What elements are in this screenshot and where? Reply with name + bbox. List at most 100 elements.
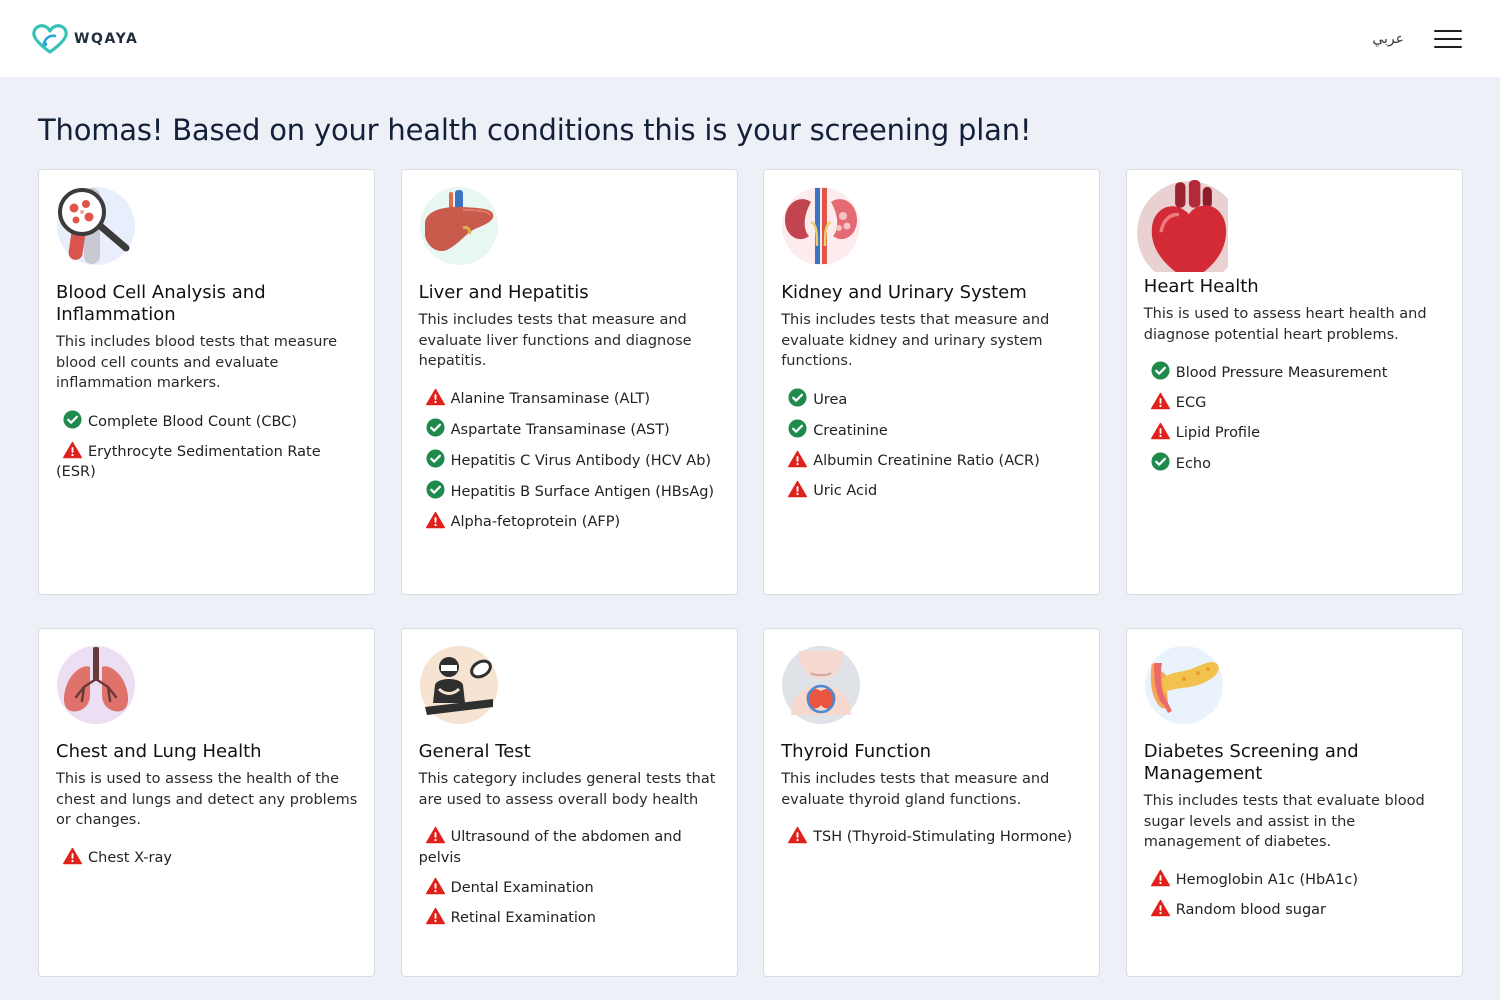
test-name: Dental Examination	[450, 879, 594, 896]
test-name: ECG	[1175, 395, 1207, 411]
warning-icon	[425, 826, 445, 844]
card-description: This is used to assess heart health and …	[1143, 306, 1427, 343]
test-item: Alanine Transaminase (ALT)	[419, 388, 721, 410]
hamburger-menu-button[interactable]	[1434, 28, 1462, 50]
card-description: This category includes general tests tha…	[418, 771, 716, 808]
heart-logo-icon	[32, 23, 68, 54]
test-name: Echo	[1175, 456, 1211, 472]
test-name: Creatinine	[813, 422, 888, 439]
test-name: TSH (Thyroid-Stimulating Hormone)	[813, 829, 1073, 845]
test-item: Creatinine	[781, 418, 1083, 442]
test-name: Hemoglobin A1c (HbA1c)	[1175, 871, 1359, 888]
category-card[interactable]: Blood Cell Analysis and Inflammation Thi…	[38, 169, 375, 595]
card-description: This includes tests that measure and eva…	[418, 312, 692, 369]
test-name: Alpha-fetoprotein (AFP)	[450, 513, 621, 530]
menu-line	[1434, 45, 1462, 48]
test-name: Hepatitis C Virus Antibody (HCV Ab)	[450, 452, 712, 469]
category-card[interactable]: Kidney and Urinary System This includes …	[763, 169, 1101, 595]
card-title: Kidney and Urinary System	[781, 282, 1027, 303]
test-name: Albumin Creatinine Ratio (ACR)	[813, 452, 1040, 469]
category-card[interactable]: Liver and Hepatitis This includes tests …	[400, 169, 738, 595]
card-description: This is used to assess the health of the…	[56, 771, 358, 828]
test-item: Erythrocyte Sedimentation Rate (ESR)	[56, 441, 358, 483]
page-heading: Thomas! Based on your health conditions …	[38, 113, 1032, 147]
menu-line	[1434, 37, 1462, 40]
test-item: Chest X-ray	[56, 847, 358, 869]
test-name: Aspartate Transaminase (AST)	[450, 421, 670, 438]
warning-icon	[425, 388, 445, 406]
test-list: Alanine Transaminase (ALT) Aspartate Tra…	[419, 388, 721, 533]
warning-icon	[63, 847, 83, 865]
category-card[interactable]: Heart Health This is used to assess hear…	[1125, 169, 1463, 595]
kidney-icon	[782, 187, 861, 265]
pancreas-icon	[1144, 646, 1223, 724]
screening-plan-grid: Blood Cell Analysis and Inflammation Thi…	[38, 169, 1463, 977]
category-card[interactable]: Diabetes Screening and Management This i…	[1125, 628, 1463, 977]
card-description: This includes tests that measure and eva…	[781, 312, 1050, 369]
test-item: Random blood sugar	[1144, 899, 1446, 921]
check-icon	[426, 479, 445, 499]
test-name: Retinal Examination	[450, 909, 596, 926]
card-title: General Test	[418, 741, 531, 762]
test-list: TSH (Thyroid-Stimulating Hormone)	[781, 826, 1083, 848]
warning-icon	[425, 877, 445, 895]
test-list: Chest X-ray	[56, 847, 358, 869]
warning-icon	[63, 441, 83, 459]
doctor-exam-icon	[419, 646, 498, 724]
card-title: Blood Cell Analysis and Inflammation	[56, 282, 266, 325]
test-item: Hemoglobin A1c (HbA1c)	[1144, 869, 1446, 891]
warning-icon	[1150, 422, 1170, 440]
test-name: Random blood sugar	[1175, 901, 1327, 918]
check-icon	[1151, 361, 1170, 380]
test-name: Erythrocyte Sedimentation Rate (ESR)	[56, 443, 321, 481]
test-item: Albumin Creatinine Ratio (ACR)	[781, 450, 1083, 472]
card-title: Thyroid Function	[781, 741, 931, 762]
test-item: Dental Examination	[419, 877, 721, 899]
category-card[interactable]: Chest and Lung Health This is used to as…	[38, 628, 375, 977]
card-title: Heart Health	[1143, 276, 1259, 297]
brand-logo[interactable]: WQAYA	[32, 23, 139, 54]
test-item: Retinal Examination	[419, 907, 721, 929]
test-list: Blood Pressure Measurement ECG Lipid Pro…	[1144, 361, 1446, 475]
brand-name: WQAYA	[74, 30, 139, 47]
card-title: Diabetes Screening and Management	[1143, 741, 1359, 784]
test-item: Ultrasound of the abdomen and pelvis	[419, 826, 721, 868]
warning-icon	[1150, 869, 1170, 887]
warning-icon	[1150, 899, 1170, 917]
test-name: Blood Pressure Measurement	[1175, 365, 1388, 381]
check-icon	[1151, 452, 1170, 471]
thyroid-icon	[782, 646, 861, 724]
test-item: Hepatitis C Virus Antibody (HCV Ab)	[419, 448, 721, 472]
test-name: Uric Acid	[813, 482, 878, 499]
test-list: Complete Blood Count (CBC) Erythrocyte S…	[56, 409, 358, 483]
test-item: Urea	[781, 387, 1083, 411]
card-description: This includes tests that evaluate blood …	[1143, 793, 1425, 850]
test-item: Complete Blood Count (CBC)	[56, 409, 358, 433]
test-list: Hemoglobin A1c (HbA1c) Random blood suga…	[1144, 869, 1446, 921]
category-card[interactable]: General Test This category includes gene…	[400, 628, 738, 977]
test-list: Urea Creatinine Albumin Creatinine Ratio…	[781, 387, 1083, 502]
test-item: Hepatitis B Surface Antigen (HBsAg)	[419, 479, 721, 503]
heart-icon	[1136, 180, 1228, 272]
top-bar: WQAYA عربي	[0, 0, 1500, 77]
test-item: Lipid Profile	[1144, 422, 1446, 444]
test-name: Lipid Profile	[1175, 425, 1261, 441]
category-card[interactable]: Thyroid Function This includes tests tha…	[763, 628, 1101, 977]
warning-icon	[1150, 392, 1170, 410]
test-item: Echo	[1144, 452, 1446, 475]
check-icon	[426, 448, 445, 468]
test-item: Alpha-fetoprotein (AFP)	[419, 511, 721, 533]
test-item: Aspartate Transaminase (AST)	[419, 417, 721, 441]
card-description: This includes tests that measure and eva…	[781, 771, 1050, 808]
card-description: This includes blood tests that measure b…	[56, 334, 338, 391]
language-switch-link[interactable]: عربي	[1372, 30, 1404, 47]
test-item: TSH (Thyroid-Stimulating Hormone)	[781, 826, 1083, 848]
warning-icon	[425, 907, 445, 925]
test-item: ECG	[1144, 392, 1446, 414]
check-icon	[788, 387, 807, 407]
warning-icon	[788, 450, 808, 468]
lungs-icon	[57, 646, 135, 724]
check-icon	[426, 417, 445, 437]
warning-icon	[788, 826, 808, 844]
warning-icon	[788, 480, 808, 498]
